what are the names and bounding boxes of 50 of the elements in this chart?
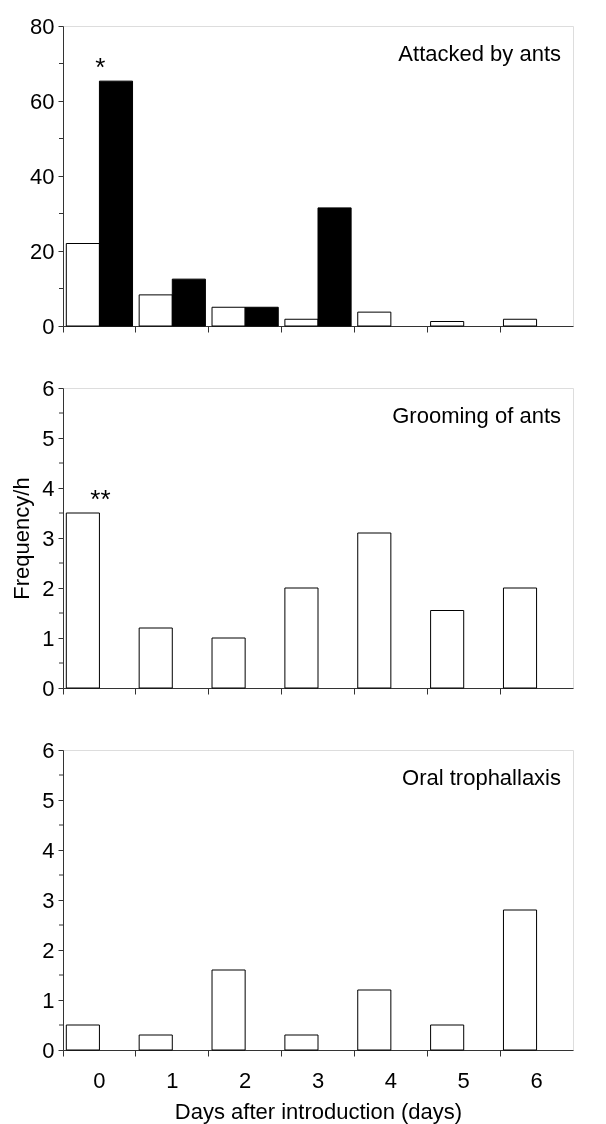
bar: [211, 637, 246, 689]
bar: [430, 321, 465, 327]
bar: [357, 989, 392, 1051]
x-tick-label: 5: [457, 1067, 470, 1093]
y-tick-label: 40: [30, 163, 55, 189]
y-tick-label: 3: [42, 887, 55, 913]
y-tick-label: 1: [42, 625, 55, 651]
annotation: *: [95, 52, 106, 83]
bar: [284, 587, 319, 689]
x-tick-label: 2: [239, 1067, 252, 1093]
bar: [502, 909, 538, 1051]
y-tick-label: 3: [42, 525, 55, 551]
y-tick-label: 80: [30, 13, 55, 39]
y-tick-label: 20: [30, 238, 55, 264]
bar: [138, 1034, 173, 1051]
bar: [138, 627, 173, 689]
text: Grooming of ants: [392, 403, 561, 428]
x-tick-label: 3: [311, 1067, 325, 1093]
y-tick-label: 2: [42, 575, 55, 601]
y-tick-label: 0: [42, 1037, 55, 1063]
bar: [65, 512, 100, 689]
y-tick-label: 6: [42, 737, 55, 763]
x-tick-label: 0: [93, 1067, 106, 1093]
bar: [502, 318, 538, 327]
y-tick-label: 60: [30, 88, 55, 114]
y-tick-label: 4: [42, 837, 55, 863]
y-tick-label: 5: [42, 787, 55, 813]
bar: [211, 969, 246, 1051]
x-axis-title: Days after introduction (days): [174, 1098, 463, 1124]
y-tick-label: 0: [42, 313, 55, 339]
annotation: **: [90, 484, 111, 514]
y-tick-label: 4: [42, 475, 55, 501]
bar: [430, 610, 465, 689]
bar: [65, 1024, 100, 1051]
x-tick-label: 6: [530, 1067, 543, 1093]
y-tick-label: 6: [42, 375, 55, 401]
x-tick-label: 1: [166, 1067, 179, 1093]
bar: [502, 587, 538, 689]
y-tick-label: 5: [42, 425, 55, 451]
bar: [430, 1024, 465, 1051]
text: Oral trophallaxis: [402, 765, 561, 790]
y-tick-label: 0: [42, 675, 55, 701]
bar: [284, 1034, 319, 1051]
x-tick-label: 4: [384, 1067, 397, 1093]
bar: [357, 311, 392, 327]
y-tick-label: 2: [42, 937, 55, 963]
bar: [357, 532, 392, 689]
text: Attacked by ants: [398, 41, 561, 66]
y-tick-label: 1: [42, 987, 55, 1013]
y-axis-title: Frequency/h: [9, 477, 35, 600]
